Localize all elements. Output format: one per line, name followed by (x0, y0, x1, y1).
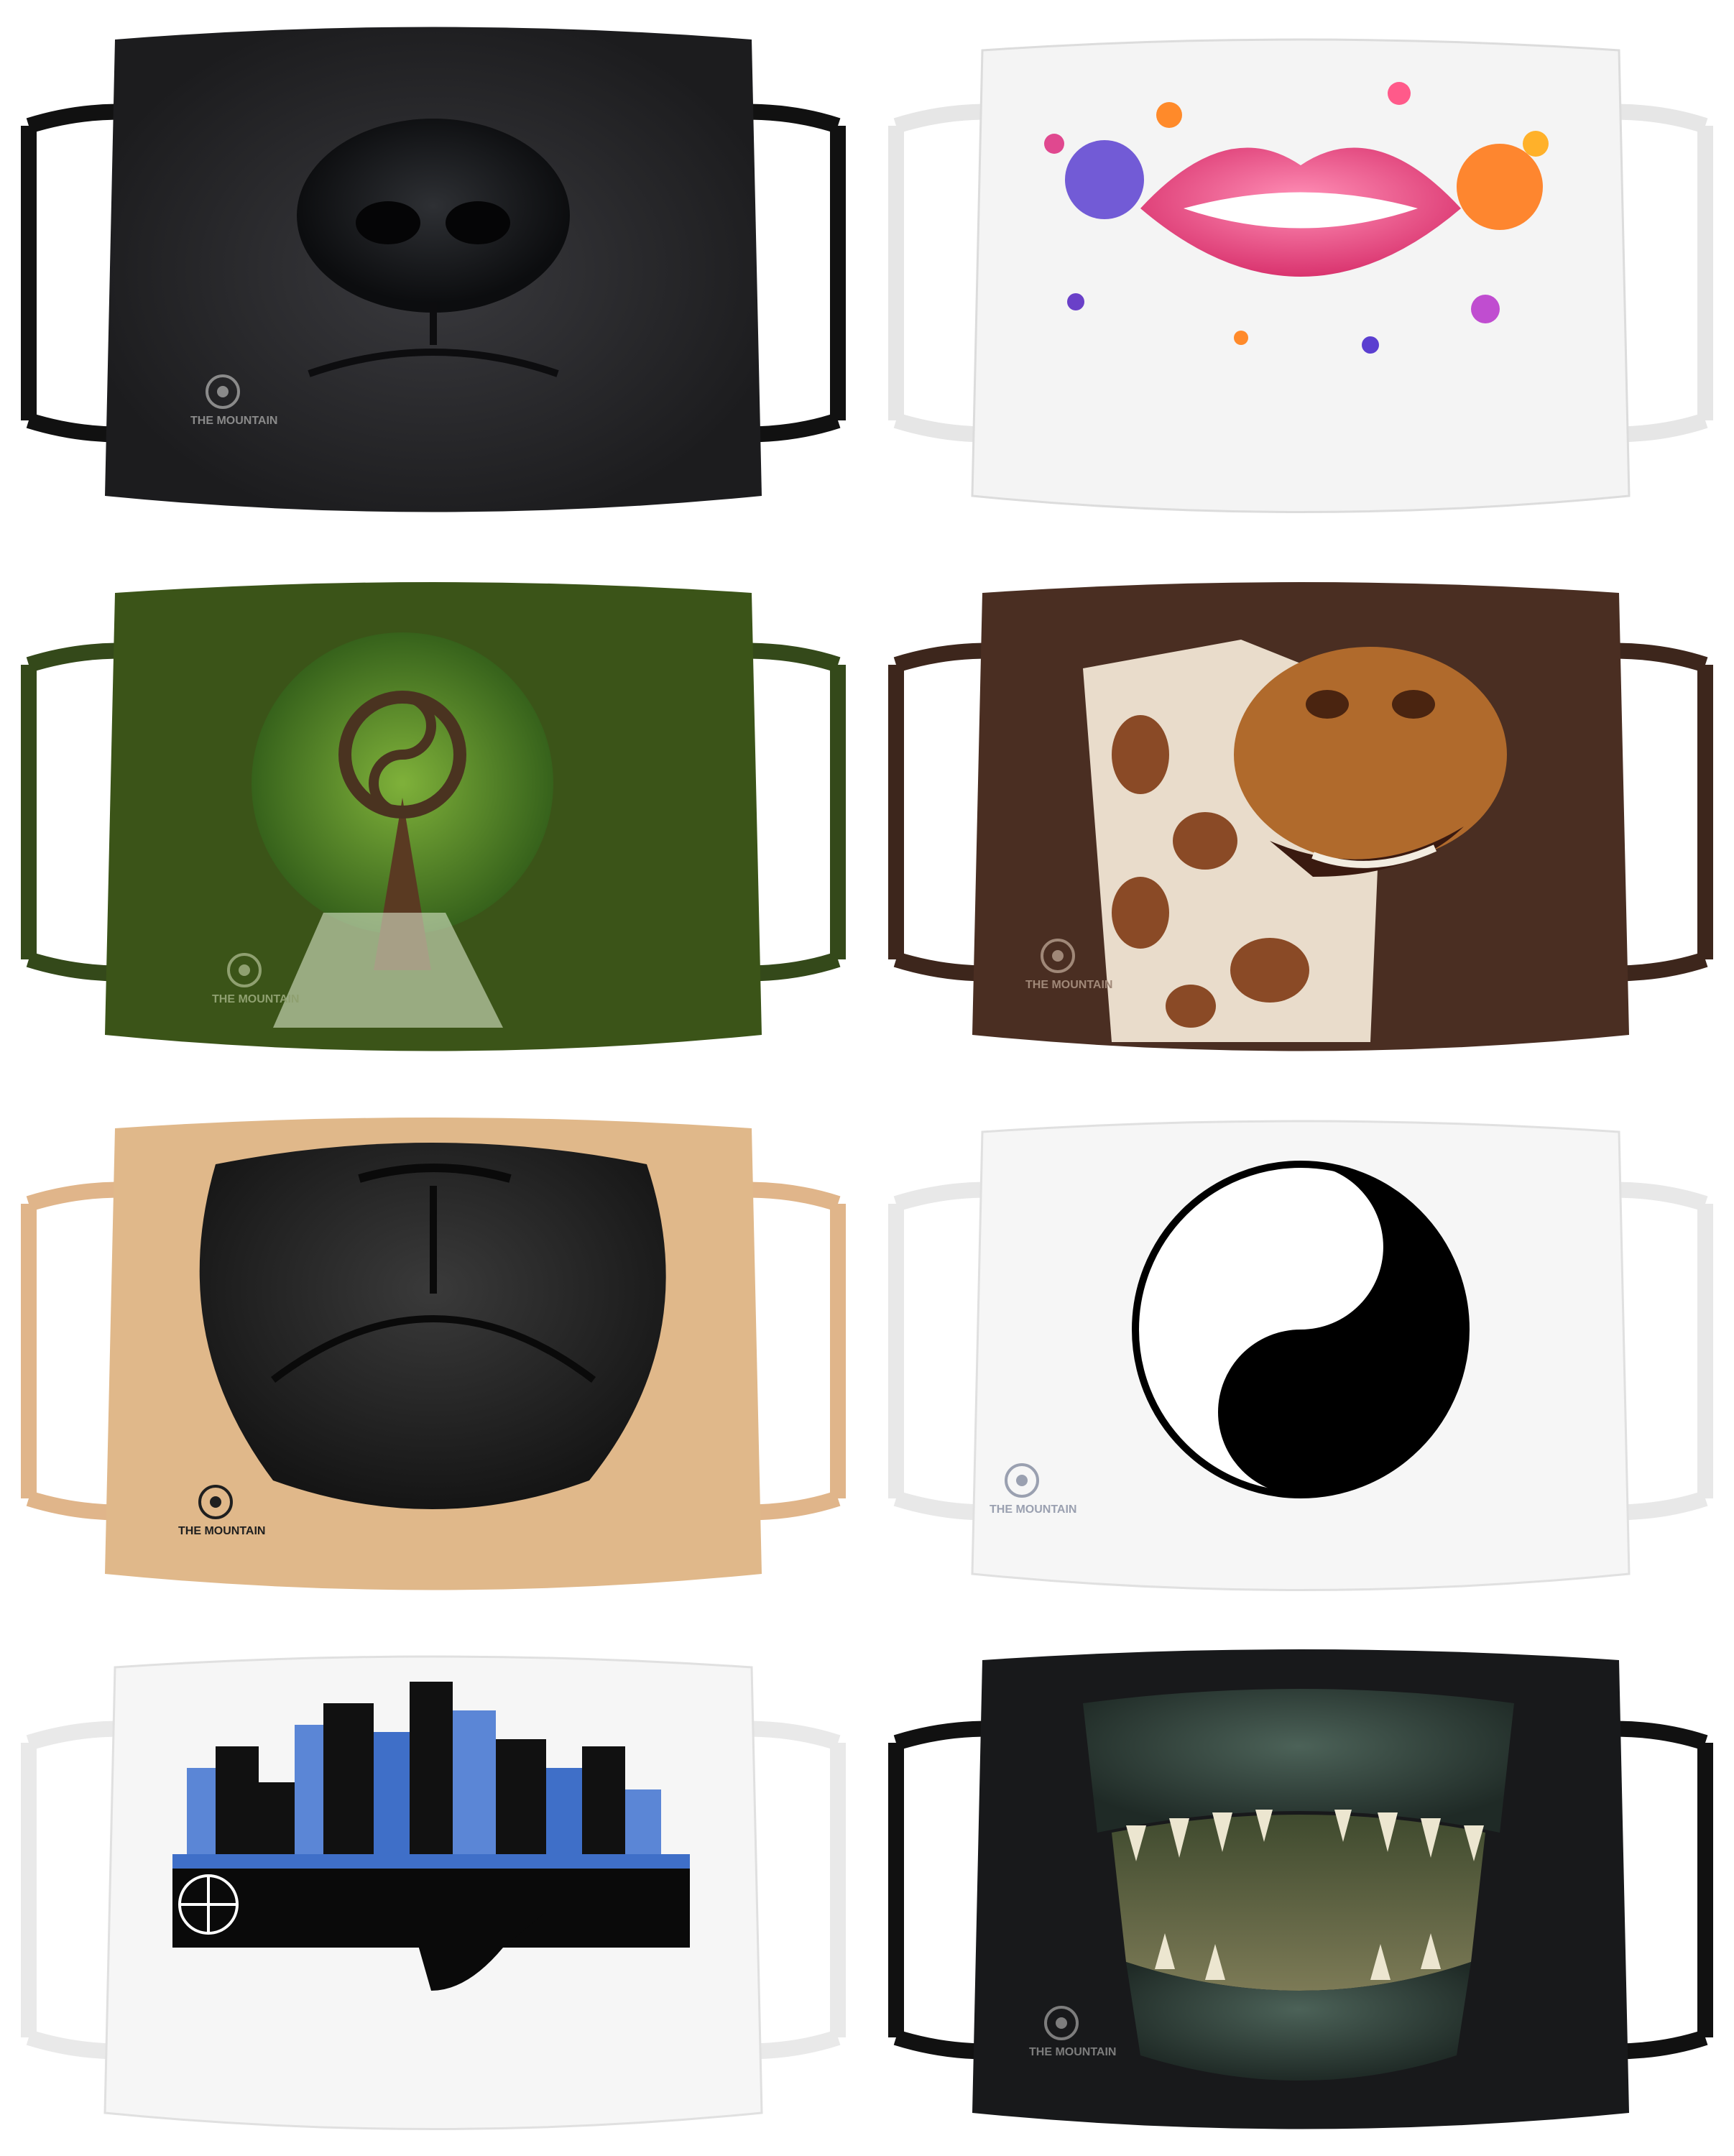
seal-icon (178, 1874, 239, 1935)
mask-pug-snout-image: THE MOUNTAIN (21, 1118, 846, 1590)
brand-logo-text: THE MOUNTAIN (190, 415, 277, 427)
brand-logo-icon (198, 1485, 233, 1519)
brand-logo-icon (227, 953, 262, 987)
brand-logo-icon (206, 374, 240, 409)
giraffe-muzzle (1234, 647, 1507, 862)
city-skyline (172, 1682, 690, 1869)
alligator-upper-jaw (1083, 1689, 1514, 1833)
brand-logo-text: THE MOUNTAIN (178, 1525, 265, 1537)
mask-dog-nose-image: THE MOUNTAIN (21, 27, 846, 512)
mask-alligator-image: THE MOUNTAIN (888, 1649, 1713, 2129)
tree-canopy (252, 632, 553, 934)
mask-dog-nose: THE MOUNTAIN (0, 0, 867, 539)
mask-yin-yang-image: THE MOUNTAIN (888, 1120, 1713, 1591)
paint-splash (1044, 82, 1549, 354)
dog-nose (297, 119, 570, 313)
pug-snout (199, 1143, 666, 1509)
mask-pink-lips (867, 0, 1734, 539)
mask-yin-yang-tree: THE MOUNTAIN (0, 539, 867, 1078)
alligator-mouth (1112, 1815, 1485, 1991)
handshake-icon (417, 1904, 546, 1991)
brand-logo-icon (1041, 939, 1075, 973)
brand-logo-icon (1044, 2006, 1079, 2040)
brand-logo-text: THE MOUNTAIN (1025, 979, 1112, 991)
alligator-teeth (1126, 1810, 1484, 1980)
mask-giraffe: THE MOUNTAIN (867, 539, 1734, 1078)
brand-logo-text: THE MOUNTAIN (990, 1503, 1076, 1516)
brand-logo-text: THE MOUNTAIN (212, 993, 299, 1005)
mask-pug-snout: THE MOUNTAIN (0, 1078, 867, 1617)
mask-city-skyline-image (21, 1655, 846, 2130)
mask-yin-yang-tree-image: THE MOUNTAIN (21, 582, 846, 1051)
mask-giraffe-image: THE MOUNTAIN (888, 582, 1713, 1051)
mask-alligator: THE MOUNTAIN (867, 1617, 1734, 2156)
brand-logo-text: THE MOUNTAIN (1029, 2046, 1116, 2058)
mask-pink-lips-image (888, 38, 1713, 513)
mask-city-skyline (0, 1617, 867, 2156)
yin-yang-symbol (1132, 1161, 1470, 1498)
brand-logo-icon (1005, 1463, 1039, 1498)
mask-yin-yang: THE MOUNTAIN (867, 1078, 1734, 1617)
